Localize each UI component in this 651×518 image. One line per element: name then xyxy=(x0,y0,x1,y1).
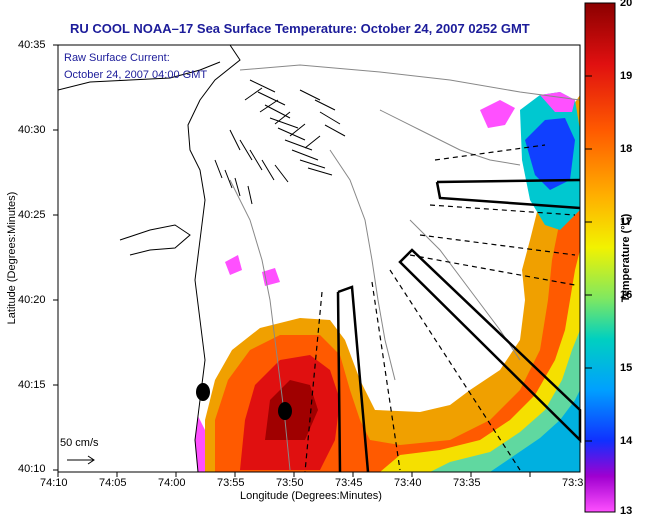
station-marker xyxy=(196,383,210,401)
x-tick-label: 74:05 xyxy=(99,477,127,489)
colorbar xyxy=(584,2,616,513)
y-tick-label: 40:10 xyxy=(18,463,46,475)
colorbar-tick-label: 14 xyxy=(620,435,633,447)
land-coastline xyxy=(58,45,241,472)
transect-lines xyxy=(304,144,576,473)
colorbar-tick-label: 19 xyxy=(620,70,633,82)
colorbar-tick-label: 20 xyxy=(620,0,633,9)
x-tick-label: 73:3 xyxy=(562,477,584,489)
y-tick-label: 40:25 xyxy=(18,209,46,221)
x-tick-label: 73:35 xyxy=(453,477,481,489)
y-tick-label: 40:35 xyxy=(18,39,46,51)
colorbar-tick-label: 15 xyxy=(620,362,633,374)
y-tick-label: 40:15 xyxy=(18,379,46,391)
x-tick-label: 74:10 xyxy=(40,477,68,489)
axis-ticks xyxy=(53,44,531,477)
current-note-line2: October 24, 2007 04:00 GMT xyxy=(64,69,208,81)
colorbar-ticks xyxy=(585,75,592,442)
x-tick-label: 73:40 xyxy=(394,477,422,489)
y-tick-label: 40:20 xyxy=(18,294,46,306)
colorbar-label: Temperature (°C) xyxy=(620,213,632,303)
y-axis-label: Latitude (Degrees:Minutes) xyxy=(6,191,18,325)
current-note-line1: Raw Surface Current: xyxy=(64,52,170,64)
plot-frame xyxy=(57,44,581,473)
colorbar-tick-label: 18 xyxy=(620,143,633,155)
x-tick-label: 73:55 xyxy=(217,477,245,489)
scale-label: 50 cm/s xyxy=(60,437,99,449)
current-vectors xyxy=(214,79,346,205)
x-axis-label: Longitude (Degrees:Minutes) xyxy=(240,490,382,502)
y-tick-label: 40:30 xyxy=(18,124,46,136)
x-tick-label: 74:00 xyxy=(158,477,186,489)
x-tick-label: 73:50 xyxy=(276,477,304,489)
station-marker xyxy=(278,402,292,420)
x-tick-label: 73:45 xyxy=(335,477,363,489)
colorbar-tick-label: 13 xyxy=(620,505,633,517)
scale-arrow xyxy=(67,455,95,465)
colorbar-tick-label: 17 xyxy=(620,216,633,228)
sst-field xyxy=(130,92,580,472)
colorbar-tick-label: 16 xyxy=(620,289,633,301)
chart-title: RU COOL NOAA–17 Sea Surface Temperature:… xyxy=(70,21,530,36)
